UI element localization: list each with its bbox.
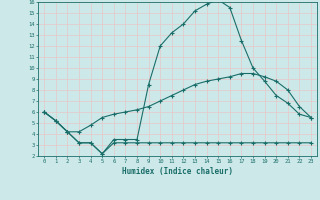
X-axis label: Humidex (Indice chaleur): Humidex (Indice chaleur): [122, 167, 233, 176]
